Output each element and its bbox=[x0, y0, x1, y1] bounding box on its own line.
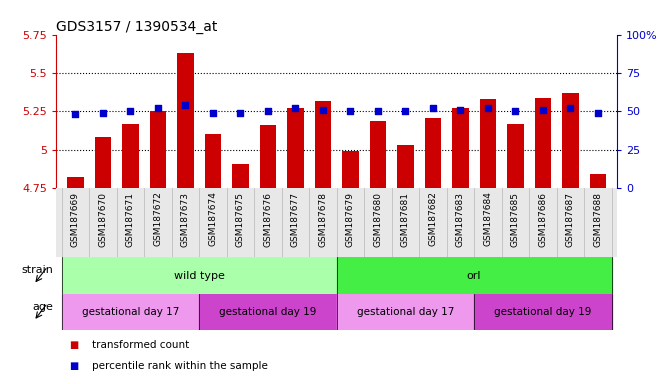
Point bbox=[263, 108, 273, 114]
Point bbox=[290, 105, 300, 111]
Text: GDS3157 / 1390534_at: GDS3157 / 1390534_at bbox=[56, 20, 218, 33]
Text: age: age bbox=[32, 301, 53, 311]
Text: GSM187688: GSM187688 bbox=[593, 192, 603, 247]
Text: GSM187680: GSM187680 bbox=[374, 192, 382, 247]
Text: GSM187673: GSM187673 bbox=[181, 192, 190, 247]
Text: strain: strain bbox=[21, 265, 53, 275]
Point bbox=[455, 107, 465, 113]
Bar bbox=[589, 174, 606, 188]
Point bbox=[372, 108, 383, 114]
Bar bbox=[452, 108, 469, 188]
Bar bbox=[337, 294, 474, 330]
Text: GSM187674: GSM187674 bbox=[209, 192, 217, 247]
Bar bbox=[287, 108, 304, 188]
Bar bbox=[562, 93, 579, 188]
Text: gestational day 17: gestational day 17 bbox=[356, 307, 454, 317]
Bar bbox=[315, 101, 331, 188]
Text: wild type: wild type bbox=[174, 270, 224, 281]
Bar bbox=[480, 99, 496, 188]
Text: GSM187681: GSM187681 bbox=[401, 192, 410, 247]
Point bbox=[593, 110, 603, 116]
Text: gestational day 19: gestational day 19 bbox=[494, 307, 591, 317]
Bar bbox=[424, 118, 441, 188]
Text: ■: ■ bbox=[69, 340, 79, 350]
Text: gestational day 17: gestational day 17 bbox=[82, 307, 179, 317]
Bar bbox=[199, 294, 337, 330]
Text: GSM187669: GSM187669 bbox=[71, 192, 80, 247]
Text: GSM187686: GSM187686 bbox=[539, 192, 547, 247]
Bar bbox=[342, 151, 358, 188]
Text: gestational day 19: gestational day 19 bbox=[219, 307, 317, 317]
Text: GSM187675: GSM187675 bbox=[236, 192, 245, 247]
Text: GSM187685: GSM187685 bbox=[511, 192, 520, 247]
Text: GSM187670: GSM187670 bbox=[98, 192, 108, 247]
Point bbox=[207, 110, 218, 116]
Point bbox=[152, 105, 163, 111]
Bar bbox=[259, 125, 276, 188]
Bar bbox=[61, 294, 199, 330]
Text: orl: orl bbox=[467, 270, 481, 281]
Text: GSM187682: GSM187682 bbox=[428, 192, 438, 247]
Text: GSM187676: GSM187676 bbox=[263, 192, 273, 247]
Bar bbox=[232, 164, 249, 188]
Point bbox=[400, 108, 411, 114]
Bar bbox=[177, 53, 193, 188]
Point bbox=[125, 108, 136, 114]
Bar bbox=[337, 257, 612, 294]
Text: transformed count: transformed count bbox=[92, 340, 189, 350]
Text: ■: ■ bbox=[69, 361, 79, 371]
Text: GSM187672: GSM187672 bbox=[153, 192, 162, 247]
Point bbox=[565, 105, 576, 111]
Bar bbox=[67, 177, 84, 188]
Bar bbox=[122, 124, 139, 188]
Text: GSM187679: GSM187679 bbox=[346, 192, 355, 247]
Point bbox=[70, 111, 81, 118]
Text: GSM187677: GSM187677 bbox=[291, 192, 300, 247]
Point bbox=[235, 110, 246, 116]
Point bbox=[345, 108, 356, 114]
Bar bbox=[474, 294, 612, 330]
Point bbox=[537, 107, 548, 113]
Point bbox=[510, 108, 521, 114]
Text: GSM187687: GSM187687 bbox=[566, 192, 575, 247]
Bar bbox=[150, 111, 166, 188]
Text: GSM187684: GSM187684 bbox=[483, 192, 492, 247]
Point bbox=[180, 102, 191, 108]
Text: GSM187678: GSM187678 bbox=[318, 192, 327, 247]
Point bbox=[317, 107, 328, 113]
Bar bbox=[370, 121, 386, 188]
Point bbox=[98, 110, 108, 116]
Text: percentile rank within the sample: percentile rank within the sample bbox=[92, 361, 268, 371]
Bar bbox=[205, 134, 221, 188]
Bar bbox=[507, 124, 523, 188]
Bar bbox=[94, 137, 111, 188]
Bar bbox=[61, 257, 337, 294]
Point bbox=[428, 105, 438, 111]
Point bbox=[482, 105, 493, 111]
Bar bbox=[397, 145, 414, 188]
Text: GSM187683: GSM187683 bbox=[456, 192, 465, 247]
Text: GSM187671: GSM187671 bbox=[126, 192, 135, 247]
Bar bbox=[535, 98, 551, 188]
